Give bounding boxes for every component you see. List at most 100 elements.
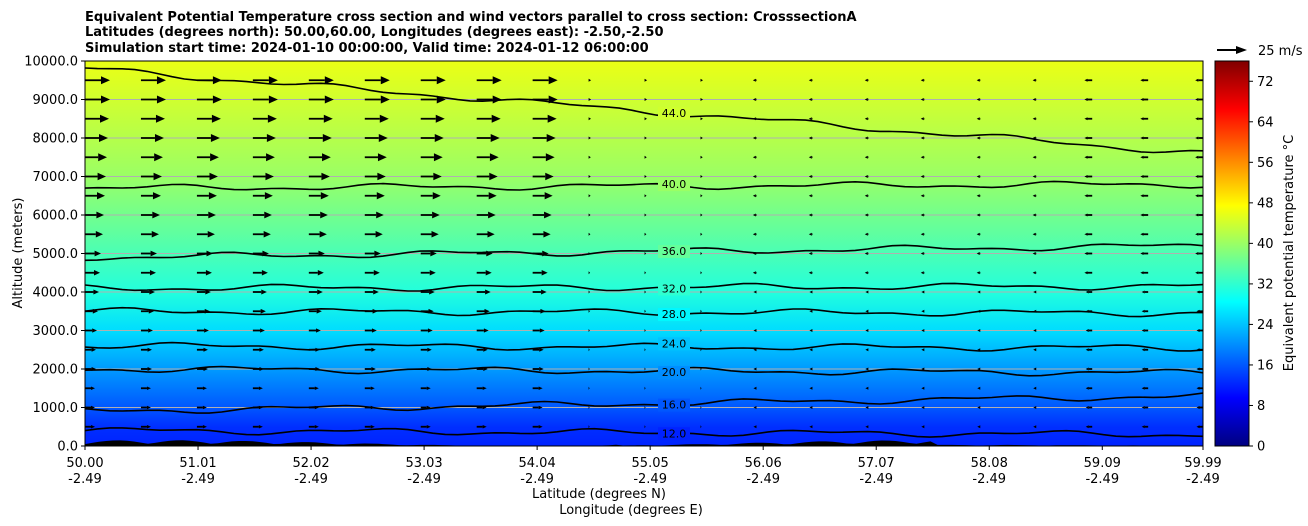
wind-vector xyxy=(808,252,813,255)
wind-vector xyxy=(532,211,552,219)
wind-vector xyxy=(753,329,757,332)
wind-vector xyxy=(85,289,99,295)
wind-vector xyxy=(752,117,757,121)
wind-vector xyxy=(588,290,591,294)
wind-vector xyxy=(1141,367,1149,371)
wind-vector xyxy=(752,213,757,217)
wind-vector xyxy=(196,367,208,371)
wind-vector xyxy=(588,155,591,159)
wind-vector xyxy=(920,194,925,198)
wind-vector xyxy=(977,309,981,313)
wind-vector xyxy=(1140,175,1149,178)
wind-vector xyxy=(1084,252,1093,255)
wind-vector xyxy=(308,367,320,371)
title-line-3: Simulation start time: 2024-01-10 00:00:… xyxy=(85,41,649,56)
wind-vector xyxy=(532,405,543,410)
wind-vector xyxy=(532,270,548,276)
x-tick-label-latitude: 59.09 xyxy=(1084,456,1121,471)
wind-vector xyxy=(921,406,925,409)
wind-vector xyxy=(753,367,757,371)
wind-vector xyxy=(308,211,328,219)
wind-vector xyxy=(252,270,268,276)
wind-vector xyxy=(1140,78,1149,82)
wind-vector xyxy=(865,386,869,390)
wind-vector xyxy=(1141,406,1149,409)
wind-vector xyxy=(920,136,925,140)
wind-vector xyxy=(920,78,925,82)
wind-vector xyxy=(532,250,549,257)
contour-label-bg xyxy=(658,337,690,351)
wind-vector xyxy=(476,95,502,104)
wind-vector xyxy=(532,231,551,238)
wind-vector xyxy=(85,347,96,352)
wind-vector xyxy=(977,367,981,371)
wind-vector xyxy=(420,405,431,410)
wind-vector xyxy=(420,270,436,276)
wind-vector xyxy=(1032,175,1037,178)
x-tick-label-longitude: -2.49 xyxy=(520,472,554,487)
wind-vector xyxy=(588,329,590,332)
wind-vector xyxy=(644,348,646,352)
wind-vector xyxy=(1032,271,1037,275)
wind-vector xyxy=(140,192,161,200)
wind-vector xyxy=(140,386,151,391)
contour-line xyxy=(85,341,1203,352)
wind-vector xyxy=(809,367,813,371)
wind-vector xyxy=(1032,252,1037,255)
wind-vector xyxy=(252,76,278,85)
wind-vector xyxy=(364,211,384,219)
wind-vector xyxy=(308,114,333,123)
contour-label: 32.0 xyxy=(662,282,687,295)
wind-vector xyxy=(865,406,869,409)
wind-vector xyxy=(308,308,322,314)
wind-vector xyxy=(864,194,869,198)
wind-vector xyxy=(308,192,329,200)
quiver-key: 25 m/s xyxy=(1217,44,1303,59)
wind-vector xyxy=(196,95,222,104)
wind-vector xyxy=(85,328,97,333)
wind-vector xyxy=(700,117,703,121)
wind-vector xyxy=(700,329,702,332)
wind-vector xyxy=(308,153,331,162)
wind-vector xyxy=(1033,290,1037,294)
wind-vector xyxy=(753,425,757,429)
wind-vector xyxy=(140,153,163,162)
wind-vector xyxy=(364,114,389,123)
wind-vector xyxy=(700,406,702,409)
wind-vector xyxy=(1085,425,1093,429)
wind-vector xyxy=(921,386,925,390)
wind-vector xyxy=(700,136,703,140)
y-axis-label: Altitude (meters) xyxy=(11,198,26,309)
wind-vector xyxy=(809,309,813,313)
wind-vector xyxy=(1085,290,1093,294)
wind-vector xyxy=(252,192,273,200)
wind-vector xyxy=(308,328,321,333)
wind-vector xyxy=(308,133,332,143)
x-tick-label-longitude: -2.49 xyxy=(181,472,215,487)
y-tick-label: 8000.0 xyxy=(33,132,79,147)
wind-vector xyxy=(753,386,757,390)
wind-vector xyxy=(1032,117,1037,121)
wind-vector xyxy=(1195,175,1203,178)
wind-vector xyxy=(976,155,981,159)
wind-vector xyxy=(1033,309,1037,313)
wind-vector xyxy=(196,192,217,200)
wind-vector xyxy=(532,367,544,371)
wind-vector xyxy=(1141,290,1149,294)
title-line-2: Latitudes (degrees north): 50.00,60.00, … xyxy=(85,25,664,40)
wind-vector xyxy=(85,405,95,410)
wind-vector xyxy=(308,405,319,410)
terrain xyxy=(85,440,1203,446)
contour-line xyxy=(85,180,1203,191)
contour-label-bg xyxy=(658,282,690,296)
wind-vector xyxy=(1141,329,1149,332)
wind-vector xyxy=(140,405,151,410)
wind-vector xyxy=(808,155,813,159)
wind-vector xyxy=(808,213,813,217)
wind-vector xyxy=(1195,155,1203,159)
wind-vector xyxy=(1033,367,1037,371)
wind-vector xyxy=(752,252,757,255)
wind-vector xyxy=(976,194,981,198)
x-tick-label-longitude: -2.49 xyxy=(633,472,667,487)
